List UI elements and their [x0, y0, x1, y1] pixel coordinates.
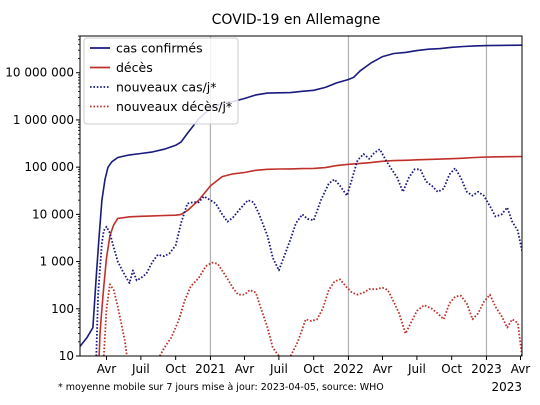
x-tick-label: Oct [441, 362, 462, 376]
series-line-1 [98, 155, 522, 356]
x-tick-label: Juil [131, 362, 150, 376]
y-tick-label: 1 000 [40, 255, 74, 269]
x-tick-label: Avr [511, 362, 531, 376]
x-tick-label: Oct [165, 362, 186, 376]
x-tick-label: 2022 [333, 362, 364, 376]
x-tick-label: Juil [407, 362, 426, 376]
x-tick-label: Juil [269, 362, 288, 376]
legend: cas confirmés décès nouveaux cas/j* nouveau… [83, 37, 239, 125]
x-tick-label: Oct [303, 362, 324, 376]
y-tick-label: 100 000 [24, 160, 74, 174]
y-tick-label: 100 [51, 302, 74, 316]
series-layer [80, 44, 522, 356]
y-tick-label: 10 000 [32, 207, 74, 221]
y-tick-label: 10 000 000 [5, 66, 74, 80]
series-line-2 [95, 148, 522, 356]
x-end-year-label: 2023 [491, 380, 522, 394]
series-line-0 [80, 44, 522, 347]
x-tick-label: Avr [373, 362, 393, 376]
axes-frame [79, 35, 523, 357]
x-tick-label: 2023 [471, 362, 502, 376]
legend-label-2: nouveaux cas/j* [116, 80, 217, 95]
legend-label-3: nouveaux décès/j* [116, 99, 232, 114]
x-tick-label: Avr [235, 362, 255, 376]
legend-label-1: décès [116, 60, 153, 75]
legend-label-0: cas confirmés [116, 41, 203, 56]
y-tick-label: 10 [59, 349, 74, 363]
y-tick-label: 1 000 000 [13, 113, 74, 127]
axes: 10 100 1 000 10 000 100 000 1 000 000 10 000 0… [5, 35, 531, 394]
x-tick-label: 2021 [195, 362, 226, 376]
footnote: * moyenne mobile sur 7 jours mise à jour… [58, 382, 384, 393]
legend-box [83, 37, 239, 125]
series-line-3 [102, 261, 522, 356]
x-tick-label: Avr [97, 362, 117, 376]
chart-title: COVID-19 en Allemagne [212, 12, 381, 28]
